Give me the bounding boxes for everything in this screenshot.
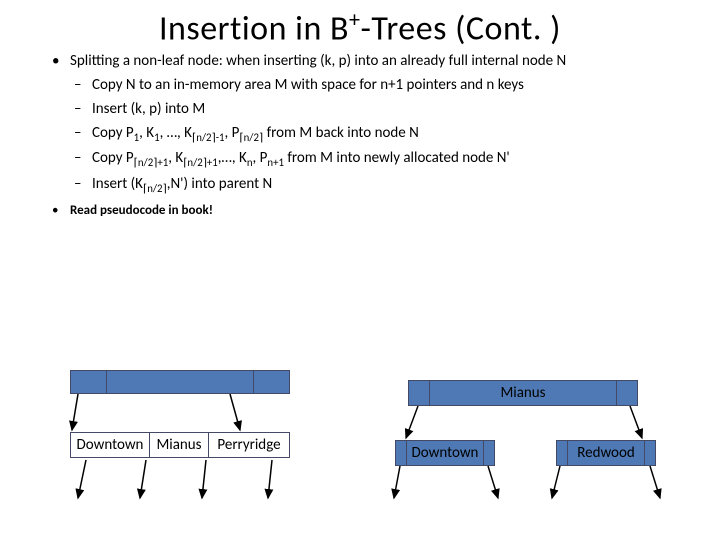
left-leaf-node-cell: Perryridge [209, 433, 289, 457]
bullet-sub1: Copy N to an in-memory area M with space… [52, 75, 690, 96]
pointer-arrow [140, 460, 146, 498]
pointer-arrow [630, 406, 642, 438]
pointer-arrow [394, 466, 400, 498]
slide-title: Insertion in B+-Trees (Cont. ) [0, 0, 720, 51]
pointer-arrow [488, 466, 498, 498]
bullet-sub5: Insert (K⌈n/2⌉,N') into parent N [52, 174, 690, 196]
left-parent-node [70, 370, 290, 394]
bullet-sub4: Copy P⌈n/2⌉+1, K⌈n/2⌉+1,…, Kn, Pn+1 from… [52, 148, 690, 170]
title-suffix: -Trees (Cont. ) [361, 8, 561, 49]
left-parent-node-cell [254, 371, 289, 393]
right-leaf-left-cell: Downtown [407, 441, 483, 465]
right-parent-node: Mianus [408, 380, 638, 406]
right-parent-node-cell: Mianus [430, 381, 617, 405]
left-parent-node-cell [71, 371, 106, 393]
left-leaf-node-cell: Downtown [71, 433, 149, 457]
pointer-arrow [202, 460, 206, 498]
right-leaf-left-cell [484, 441, 494, 465]
right-leaf-right-cell: Redwood [568, 441, 644, 465]
title-prefix: Insertion in B [159, 8, 349, 49]
right-leaf-right-cell [557, 441, 567, 465]
bullet-intro: Splitting a non-leaf node: when insertin… [52, 51, 690, 72]
pointer-arrow [78, 460, 86, 498]
title-sup: + [349, 6, 361, 33]
pointer-arrow [268, 460, 272, 498]
left-parent-node-cell [107, 371, 252, 393]
left-leaf-node-cell: Mianus [150, 433, 208, 457]
bullet-list: Splitting a non-leaf node: when insertin… [0, 51, 720, 220]
right-leaf-right-cell [645, 441, 655, 465]
diagram-area: DowntownMianusPerryridgeMianusDowntownRe… [0, 370, 720, 540]
pointer-arrow [72, 394, 78, 430]
right-leaf-right: Redwood [556, 440, 656, 466]
right-leaf-left: Downtown [395, 440, 495, 466]
pointer-arrow [406, 406, 418, 438]
right-parent-node-cell [617, 381, 637, 405]
pointer-arrow [230, 394, 240, 430]
bullet-final: Read pseudocode in book! [52, 202, 690, 220]
bullet-sub3: Copy P1, K1, …, K⌈n/2⌉-1, P⌈n/2⌉ from M … [52, 123, 690, 145]
right-parent-node-cell [409, 381, 429, 405]
right-leaf-left-cell [396, 441, 406, 465]
pointer-arrow [552, 466, 560, 498]
pointer-arrow [650, 466, 660, 498]
bullet-sub2: Insert (k, p) into M [52, 99, 690, 120]
left-leaf-node: DowntownMianusPerryridge [70, 432, 290, 458]
